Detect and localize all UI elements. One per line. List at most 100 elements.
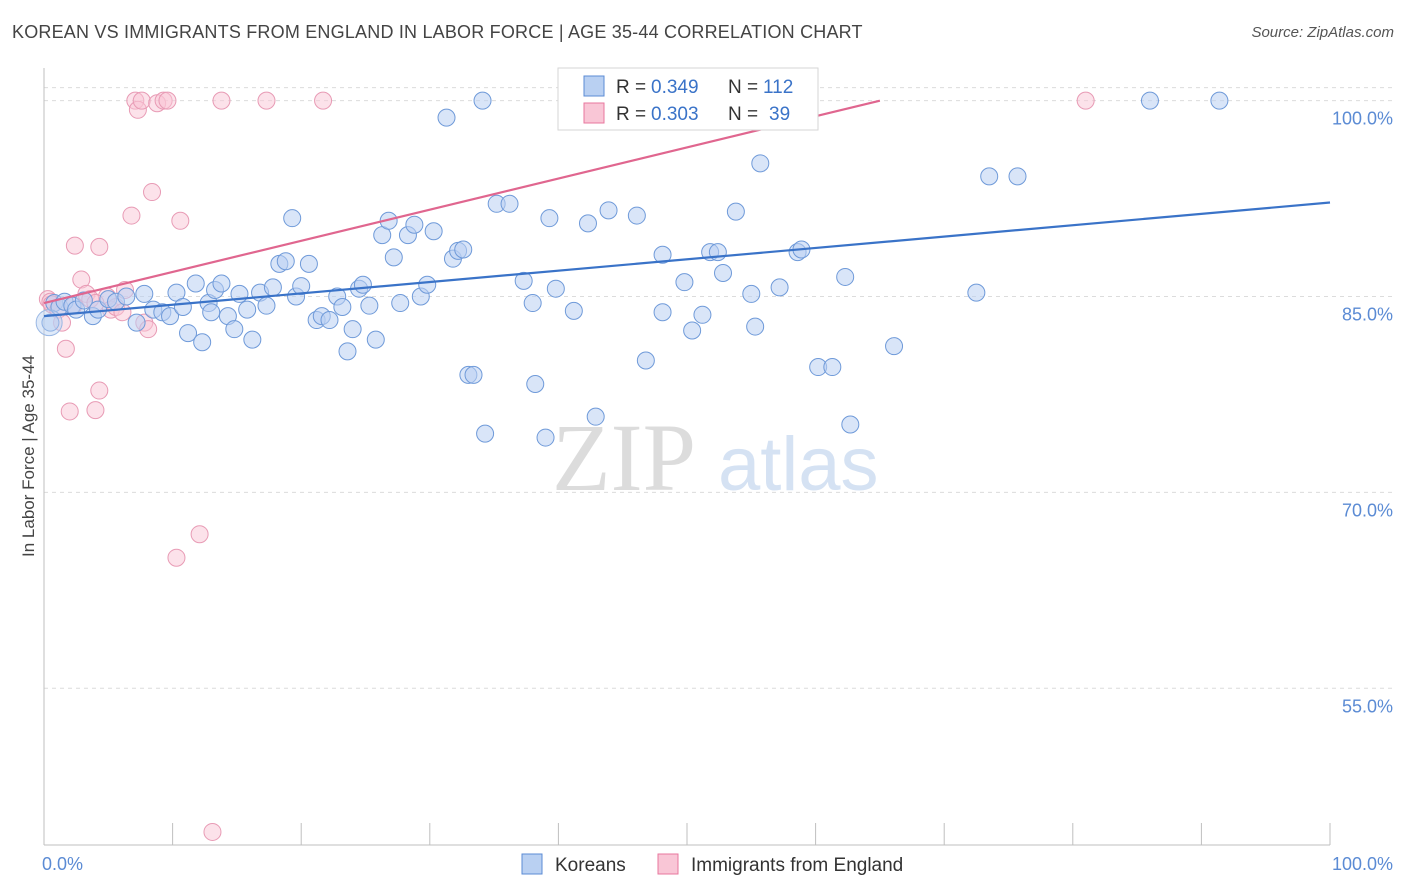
data-point <box>190 525 209 544</box>
legend-bottom-koreans-swatch <box>521 853 543 875</box>
data-point <box>476 424 495 443</box>
data-point <box>314 91 333 110</box>
y-tick-label: 100.0% <box>1332 109 1393 129</box>
data-point <box>132 91 151 110</box>
legend-england-r-label: R = <box>616 104 646 125</box>
data-point <box>564 301 583 320</box>
data-point <box>1076 91 1095 110</box>
data-point <box>683 321 702 340</box>
data-point <box>203 822 222 841</box>
data-point <box>841 415 860 434</box>
data-point <box>90 237 109 256</box>
data-point <box>74 291 93 310</box>
data-point <box>257 91 276 110</box>
data-point <box>418 275 437 294</box>
data-point <box>65 236 84 255</box>
data-point <box>143 183 162 202</box>
data-point <box>437 108 456 127</box>
data-point <box>333 297 352 316</box>
data-point <box>405 215 424 234</box>
data-point <box>173 297 192 316</box>
data-point <box>536 428 555 447</box>
data-point <box>836 267 855 286</box>
y-tick-label: 55.0% <box>1342 696 1393 716</box>
data-point <box>1210 91 1229 110</box>
data-point <box>243 330 262 349</box>
data-point <box>546 279 565 298</box>
data-point <box>523 294 542 313</box>
grid-lines <box>44 87 1394 689</box>
data-point <box>122 206 141 225</box>
koreans-points <box>35 91 1229 447</box>
legend-bottom: Koreans Immigrants from England <box>521 853 903 876</box>
data-point <box>514 271 533 290</box>
data-point <box>500 194 519 213</box>
trend-line <box>43 99 881 305</box>
data-point <box>283 209 302 228</box>
legend-england-n-label: N = <box>728 104 758 125</box>
data-point <box>627 206 646 225</box>
data-point <box>366 330 385 349</box>
data-point <box>343 320 362 339</box>
data-point <box>464 365 483 384</box>
data-point <box>179 324 198 343</box>
data-point <box>127 313 146 332</box>
data-point-cluster <box>35 309 63 337</box>
data-point <box>263 278 282 297</box>
data-point <box>90 381 109 400</box>
data-point <box>526 375 545 394</box>
data-point <box>167 548 186 567</box>
data-point <box>424 222 443 241</box>
data-point <box>202 303 221 322</box>
data-point <box>338 342 357 361</box>
data-point <box>586 407 605 426</box>
data-point <box>171 211 190 230</box>
data-point <box>299 254 318 273</box>
data-point <box>823 358 842 377</box>
data-point <box>653 245 672 264</box>
data-point <box>41 313 60 332</box>
watermark-atlas: atlas <box>718 422 879 507</box>
x-ticks <box>43 823 1331 845</box>
data-point <box>885 337 904 356</box>
data-point <box>391 294 410 313</box>
data-point <box>276 252 295 271</box>
data-point <box>714 264 733 283</box>
y-axis-title: In Labor Force | Age 35-44 <box>19 355 38 557</box>
data-point <box>60 402 79 421</box>
data-point <box>751 154 770 173</box>
trend-lines <box>43 99 1331 318</box>
data-point <box>257 296 276 315</box>
data-point <box>161 307 180 326</box>
data-point <box>384 248 403 267</box>
y-tick-labels: 55.0% 70.0% 85.0% 100.0% <box>1332 109 1393 717</box>
data-point <box>653 303 672 322</box>
data-point <box>353 275 372 294</box>
data-point <box>86 401 105 420</box>
data-point <box>967 283 986 302</box>
legend-koreans-swatch <box>583 75 605 97</box>
legend-koreans-r-label: R = <box>616 77 646 98</box>
legend-england-n-value: 39 <box>769 104 790 125</box>
legend-bottom-england-swatch <box>657 853 679 875</box>
legend-koreans-n-label: N = <box>728 77 758 98</box>
source-label: Source: ZipAtlas.com <box>1251 24 1394 41</box>
data-point <box>636 351 655 370</box>
data-point <box>186 274 205 293</box>
legend-england-swatch <box>583 102 605 124</box>
data-point <box>56 339 75 358</box>
data-point <box>1140 91 1159 110</box>
watermark-zip: ZIP <box>552 404 696 511</box>
data-point <box>212 91 231 110</box>
legend-bottom-koreans-label: Koreans <box>555 855 626 876</box>
chart-title: KOREAN VS IMMIGRANTS FROM ENGLAND IN LAB… <box>12 22 863 42</box>
data-point <box>599 201 618 220</box>
data-point <box>193 333 212 352</box>
data-point <box>742 284 761 303</box>
y-tick-label: 85.0% <box>1342 305 1393 325</box>
data-point <box>212 274 231 293</box>
legend-bottom-england-label: Immigrants from England <box>691 855 903 876</box>
x-tick-label-min: 0.0% <box>42 854 83 874</box>
data-point <box>292 277 311 296</box>
data-point <box>980 167 999 186</box>
